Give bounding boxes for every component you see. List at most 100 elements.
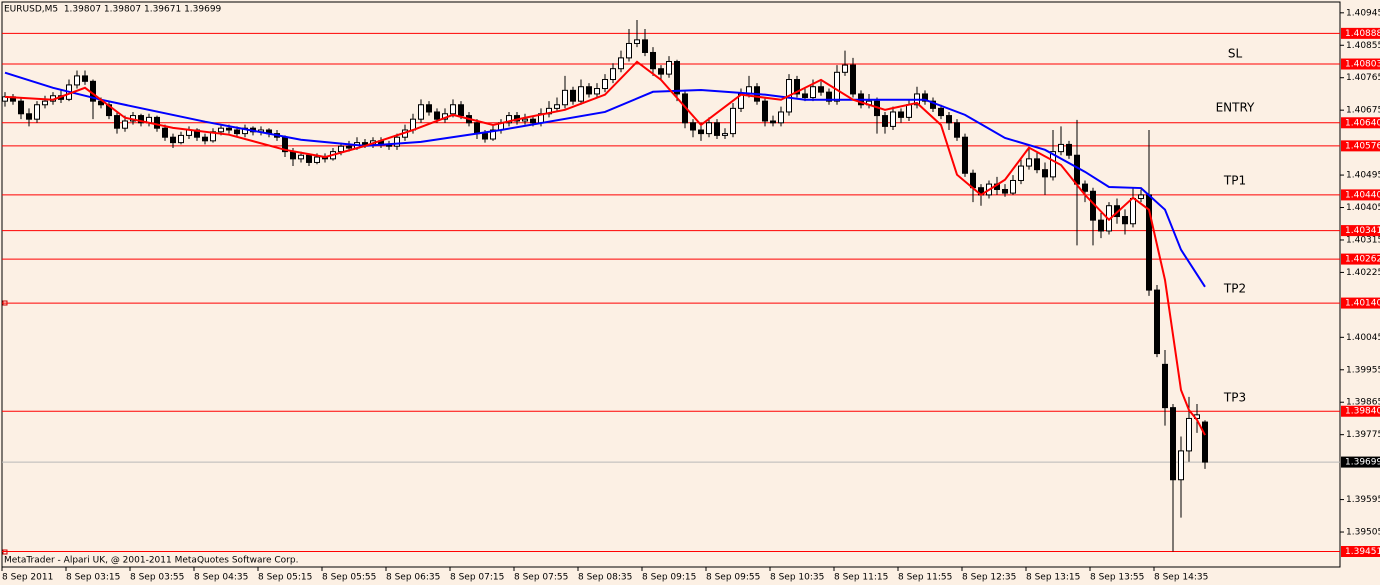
y-tick-label: 1.39595: [1346, 495, 1380, 505]
x-tick-label: 8 Sep 09:15: [642, 573, 696, 583]
candle-body: [802, 93, 808, 99]
candle-body: [306, 154, 312, 163]
candle-body: [242, 127, 248, 135]
candle-body: [1026, 158, 1032, 167]
level-label: 1.40888: [1345, 29, 1380, 39]
candle-body: [554, 104, 560, 109]
level-label: 1.39840: [1345, 407, 1380, 417]
candle-body: [1138, 194, 1144, 200]
candle-body: [42, 100, 48, 106]
candle-body: [1082, 183, 1088, 192]
candle-body: [1098, 219, 1104, 232]
candle-body: [930, 100, 936, 109]
candle-body: [490, 129, 496, 140]
x-tick-label: 8 Sep 07:15: [450, 573, 504, 583]
candle-body: [218, 127, 224, 133]
candle-body: [170, 136, 176, 144]
candle-body: [642, 39, 648, 53]
candle-body: [26, 113, 32, 120]
candle-body: [434, 111, 440, 120]
candle-body: [482, 133, 488, 140]
x-tick-label: 8 Sep 10:35: [770, 573, 824, 583]
candle-body: [506, 115, 512, 124]
chart-title: EURUSD,M5 1.39807 1.39807 1.39671 1.3969…: [4, 5, 222, 15]
level-label-box: [1341, 140, 1380, 152]
candle-body: [770, 120, 776, 124]
candle-body: [1178, 450, 1184, 481]
candle-body: [162, 127, 168, 138]
candle-body: [1058, 143, 1064, 153]
y-tick-label: 1.39955: [1346, 365, 1380, 375]
candle-body: [586, 86, 592, 95]
candle-body: [178, 134, 184, 144]
candle-body: [74, 75, 80, 86]
candle-body: [1130, 198, 1136, 225]
candle-body: [650, 51, 656, 70]
candle-body: [426, 104, 432, 113]
candle-body: [938, 107, 944, 117]
candle-body: [778, 111, 784, 124]
candle-body: [570, 89, 576, 102]
y-tick-label: 1.40225: [1346, 268, 1380, 278]
candle-body: [674, 60, 680, 95]
candle-body: [1074, 154, 1080, 185]
candle-body: [530, 118, 536, 124]
y-tick-label: 1.39775: [1346, 430, 1380, 440]
y-tick-label: 1.40495: [1346, 171, 1380, 181]
candle-body: [658, 68, 664, 75]
candle-body: [954, 122, 960, 138]
x-tick-label: 8 Sep 2011: [2, 573, 53, 583]
level-label-box: [1341, 297, 1380, 309]
x-tick-label: 8 Sep 13:55: [1090, 573, 1144, 583]
candle-body: [562, 89, 568, 106]
candle-body: [1018, 165, 1024, 181]
x-tick-label: 8 Sep 05:55: [322, 573, 376, 583]
candle-body: [82, 75, 88, 82]
candle-body: [1202, 421, 1208, 463]
x-tick-label: 8 Sep 13:15: [1026, 573, 1080, 583]
level-annotation: TP2: [1223, 282, 1246, 296]
level-annotation: TP3: [1223, 391, 1246, 405]
candle-body: [98, 100, 104, 106]
candle-body: [226, 127, 232, 131]
candle-body: [962, 136, 968, 174]
level-label-box: [1341, 545, 1380, 557]
level-label: 1.40640: [1345, 118, 1380, 128]
level-label-box: [1341, 117, 1380, 129]
candle-body: [18, 100, 24, 115]
candle-body: [626, 42, 632, 59]
candle-body: [1002, 188, 1008, 194]
candle-body: [458, 104, 464, 117]
level-label: 1.40341: [1345, 226, 1380, 236]
candle-body: [818, 86, 824, 93]
candle-body: [714, 122, 720, 136]
candle-body: [842, 64, 848, 73]
candle-body: [394, 136, 400, 147]
level-label-box: [1341, 253, 1380, 265]
candle-body: [762, 100, 768, 122]
candle-body: [138, 115, 144, 124]
candle-body: [290, 151, 296, 160]
x-tick-label: 8 Sep 11:15: [834, 573, 888, 583]
candle-body: [474, 122, 480, 135]
level-label: 1.40440: [1345, 190, 1380, 200]
candle-body: [794, 79, 800, 95]
x-tick-label: 8 Sep 09:55: [706, 573, 760, 583]
candle-body: [1122, 216, 1128, 225]
level-label: 1.40576: [1345, 141, 1380, 151]
candle-body: [1042, 169, 1048, 178]
y-tick-label: 1.40045: [1346, 333, 1380, 343]
candle-body: [450, 104, 456, 115]
x-tick-label: 8 Sep 03:55: [130, 573, 184, 583]
y-tick-label: 1.40945: [1346, 8, 1380, 18]
level-annotation: ENTRY: [1216, 101, 1255, 115]
candle-body: [1034, 158, 1040, 171]
x-tick-label: 8 Sep 04:35: [194, 573, 248, 583]
candle-body: [666, 60, 672, 75]
y-tick-label: 1.40765: [1346, 73, 1380, 83]
level-label-box: [1341, 58, 1380, 70]
candle-body: [698, 129, 704, 135]
x-tick-label: 8 Sep 05:15: [258, 573, 312, 583]
candle-body: [634, 39, 640, 44]
x-tick-label: 8 Sep 14:35: [1154, 573, 1208, 583]
